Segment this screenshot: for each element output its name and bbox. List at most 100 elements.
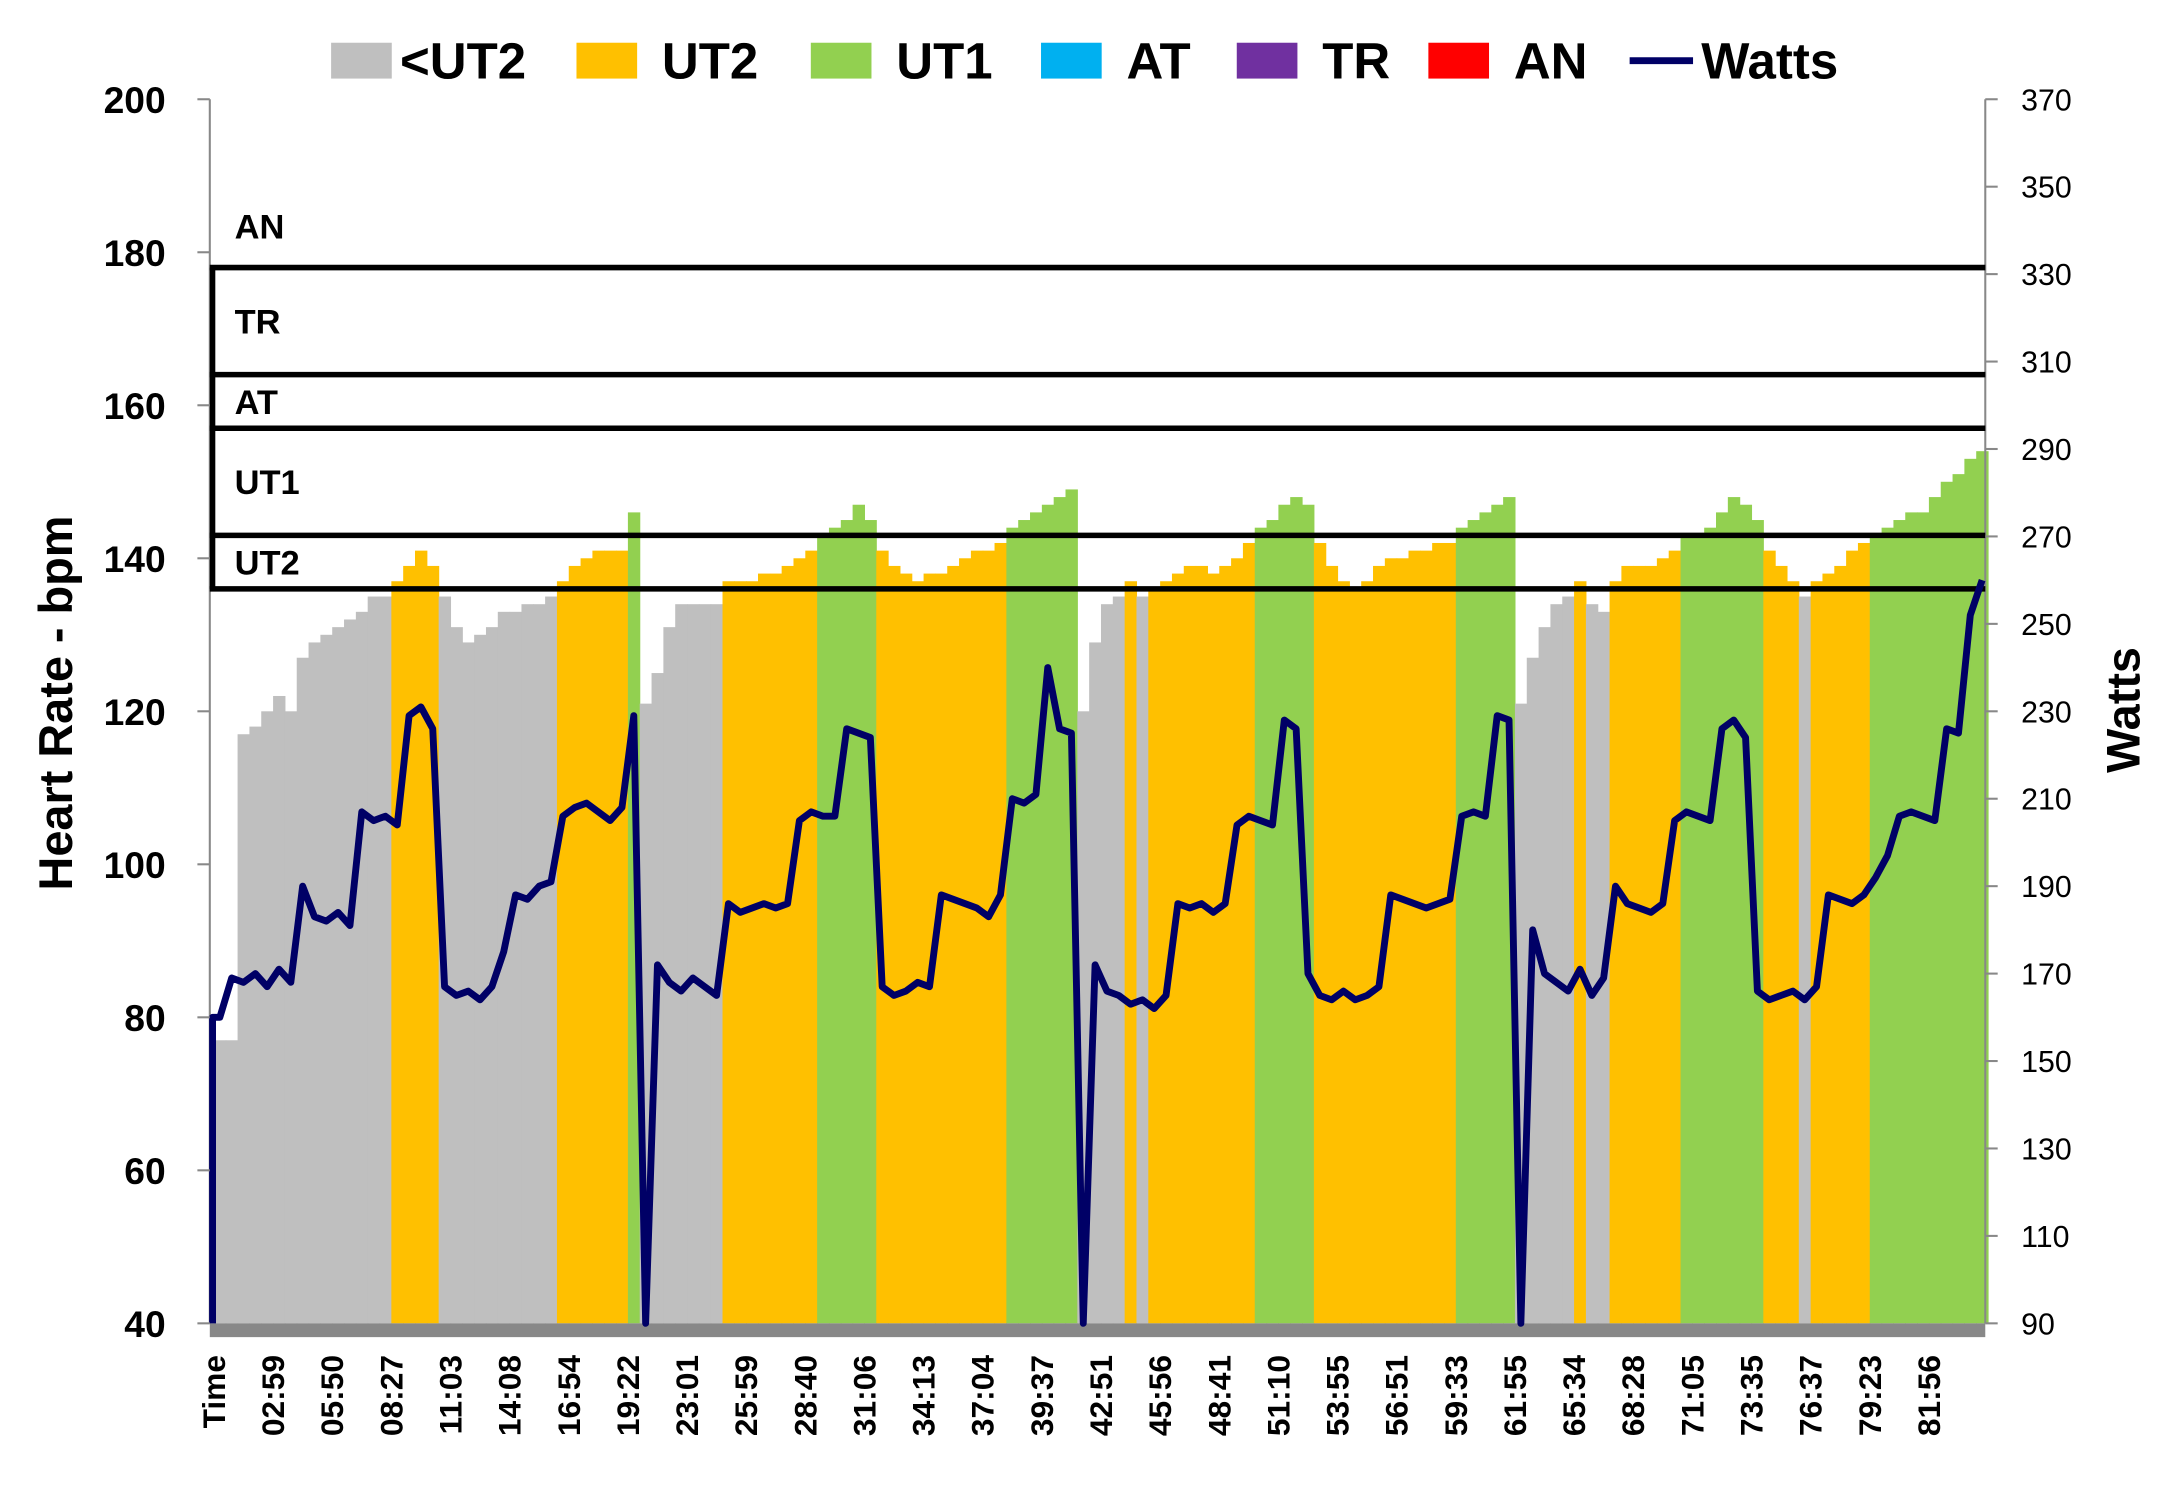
hr-bar <box>1739 504 1753 1324</box>
hr-bar <box>1349 588 1362 1324</box>
y-tick-label: 100 <box>104 844 166 886</box>
y2-tick-label: 110 <box>2021 1221 2069 1254</box>
legend-label: AN <box>1514 33 1588 90</box>
x-tick-label: 73:35 <box>1734 1355 1770 1436</box>
y2-tick-label: 330 <box>2021 259 2072 292</box>
hr-bar <box>225 1040 239 1324</box>
x-axis-ticks: Time 02:59 05:50 08:27 11:03 14:08 16:54 19:22 2… <box>196 1355 1947 1436</box>
y-tick-label: 140 <box>104 538 166 580</box>
y2-tick-label: 90 <box>2021 1308 2055 1341</box>
legend-swatch <box>1428 42 1490 79</box>
y2-tick-label: 270 <box>2021 521 2072 554</box>
x-tick-label: 76:37 <box>1793 1355 1829 1436</box>
hr-bar <box>947 565 960 1324</box>
x-tick-label: 23:01 <box>669 1355 705 1436</box>
hr-bar <box>592 550 605 1324</box>
hr-bar <box>1018 520 1031 1324</box>
x-tick-label: 11:03 <box>433 1355 469 1434</box>
hr-bar <box>1857 542 1871 1324</box>
y2-tick-label: 150 <box>2021 1046 2072 1079</box>
hr-bar <box>1704 527 1717 1324</box>
x-tick-label: 48:41 <box>1201 1355 1237 1436</box>
hr-bar <box>817 535 830 1324</box>
y2-axis-title: Watts <box>2098 647 2150 773</box>
watts-series <box>209 579 1986 1327</box>
hr-bar <box>1550 604 1563 1324</box>
x-tick-label: 79:23 <box>1852 1355 1888 1436</box>
hr-bar <box>556 581 570 1324</box>
hr-bar <box>1645 565 1658 1324</box>
hr-bar <box>1337 581 1350 1324</box>
hr-bar <box>1574 581 1587 1324</box>
zone-label-at: AT <box>235 384 278 422</box>
hr-bar <box>273 695 286 1324</box>
hr-bar <box>698 604 712 1324</box>
hr-bar <box>1112 596 1126 1324</box>
hr-bar <box>1905 512 1918 1324</box>
x-tick-label: 37:04 <box>965 1355 1001 1436</box>
x-tick-label: 68:28 <box>1615 1355 1651 1436</box>
hr-bar <box>864 520 877 1324</box>
hr-bar <box>568 565 582 1324</box>
watts-line <box>209 579 1986 1327</box>
hr-bar <box>1940 481 1954 1324</box>
hr-bar <box>604 550 617 1324</box>
hr-bar <box>1278 504 1291 1324</box>
hr-bar <box>911 581 925 1324</box>
y-tick-label: 120 <box>104 691 166 733</box>
hr-bar <box>1219 565 1232 1324</box>
x-tick-label: 65:34 <box>1556 1355 1592 1436</box>
hr-bar <box>840 520 854 1324</box>
hr-bar <box>462 642 475 1324</box>
y-tick-label: 40 <box>124 1303 165 1345</box>
hr-bar <box>237 734 250 1324</box>
hr-bar <box>1479 512 1492 1324</box>
hr-bar <box>1751 520 1764 1324</box>
x-tick-label: Time <box>196 1355 232 1428</box>
zone-label-ut1: UT1 <box>235 464 300 502</box>
hr-bar <box>1171 573 1185 1324</box>
hr-bar <box>1053 497 1067 1324</box>
hr-bar <box>1503 497 1516 1324</box>
y2-tick-label: 170 <box>2021 959 2072 992</box>
hr-bar <box>1443 542 1457 1324</box>
hr-bar <box>1373 565 1386 1324</box>
hr-bar <box>1455 527 1469 1324</box>
legend-swatch <box>576 42 638 79</box>
hr-bar <box>1290 497 1303 1324</box>
x-tick-label: 08:27 <box>373 1355 409 1436</box>
hr-bar <box>616 550 629 1324</box>
hr-bar <box>1810 581 1824 1324</box>
x-tick-label: 28:40 <box>787 1355 823 1436</box>
y2-tick-label: 350 <box>2021 172 2072 205</box>
x-tick-label: 05:50 <box>314 1355 350 1436</box>
legend-label: TR <box>1322 33 1390 90</box>
hr-bar <box>1716 512 1729 1324</box>
hr-bar <box>1100 604 1114 1324</box>
y2-tick-label: 250 <box>2021 609 2072 642</box>
hr-bar <box>533 604 546 1324</box>
hr-bar <box>320 634 333 1324</box>
hr-bar <box>379 596 392 1324</box>
zone-label-an: AN <box>235 209 285 247</box>
y2-tick-label: 190 <box>2021 871 2072 904</box>
legend-label: UT2 <box>662 33 758 90</box>
hr-bar <box>1160 581 1173 1324</box>
x-tick-label: 14:08 <box>492 1355 528 1436</box>
hr-bar <box>521 604 534 1324</box>
hr-bar <box>1136 596 1149 1324</box>
hr-zone-area <box>213 451 1989 1324</box>
hr-bar <box>1585 604 1599 1324</box>
hr-bar <box>923 573 936 1324</box>
hr-bar <box>391 581 404 1324</box>
hr-bar <box>1420 550 1433 1324</box>
legend-swatch <box>1041 42 1102 79</box>
x-tick-label: 25:59 <box>728 1355 764 1436</box>
legend-swatch <box>810 42 872 79</box>
hr-bar <box>769 573 783 1324</box>
hr-bar <box>1917 512 1930 1324</box>
x-tick-label: 16:54 <box>551 1355 587 1436</box>
hr-bar <box>1727 497 1741 1324</box>
hr-bar <box>1562 596 1575 1324</box>
hr-bar <box>509 611 522 1324</box>
